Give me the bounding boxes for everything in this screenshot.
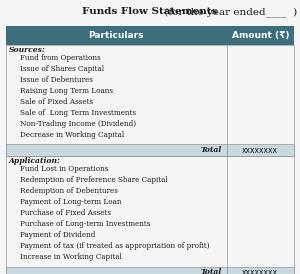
Text: Purchase of Long-term Investments: Purchase of Long-term Investments <box>20 220 150 228</box>
Text: Purchase of Fixed Assets: Purchase of Fixed Assets <box>20 209 110 217</box>
Text: Application:: Application: <box>9 157 61 165</box>
Text: Sale of  Long Term Investments: Sale of Long Term Investments <box>20 109 136 117</box>
Text: Payment of Dividend: Payment of Dividend <box>20 231 95 239</box>
Bar <box>6 144 294 156</box>
Text: Decrease in Working Capital: Decrease in Working Capital <box>20 131 124 139</box>
Text: Total: Total <box>201 146 222 154</box>
Text: Fund Lost in Operations: Fund Lost in Operations <box>20 165 108 173</box>
Text: Particulars: Particulars <box>88 31 144 40</box>
Text: Amount (₹): Amount (₹) <box>232 31 289 40</box>
Text: Funds Flow Statements: Funds Flow Statements <box>82 7 218 16</box>
Text: (for the year ended____  ): (for the year ended____ ) <box>161 7 298 17</box>
Text: Payment of tax (if treated as appropriation of profit): Payment of tax (if treated as appropriat… <box>20 242 209 250</box>
Bar <box>6 267 294 274</box>
Text: Non-Trading Income (Dividend): Non-Trading Income (Dividend) <box>20 120 136 128</box>
Text: Fund from Operations: Fund from Operations <box>20 54 100 62</box>
Text: Sources:: Sources: <box>9 46 46 54</box>
Text: Increase in Working Capital: Increase in Working Capital <box>20 253 122 261</box>
Text: Total: Total <box>201 268 222 274</box>
Text: Issue of Debentures: Issue of Debentures <box>20 76 92 84</box>
Text: xxxxxxxx: xxxxxxxx <box>242 146 278 155</box>
Text: Payment of Long-term Loan: Payment of Long-term Loan <box>20 198 121 206</box>
Text: xxxxxxxx: xxxxxxxx <box>242 268 278 274</box>
Text: Issue of Shares Capital: Issue of Shares Capital <box>20 65 103 73</box>
Text: Redemption of Debentures: Redemption of Debentures <box>20 187 117 195</box>
Text: Raising Long Term Loans: Raising Long Term Loans <box>20 87 112 95</box>
Bar <box>6 26 294 45</box>
Text: Sale of Fixed Assets: Sale of Fixed Assets <box>20 98 93 106</box>
Text: Redemption of Preference Share Capital: Redemption of Preference Share Capital <box>20 176 167 184</box>
